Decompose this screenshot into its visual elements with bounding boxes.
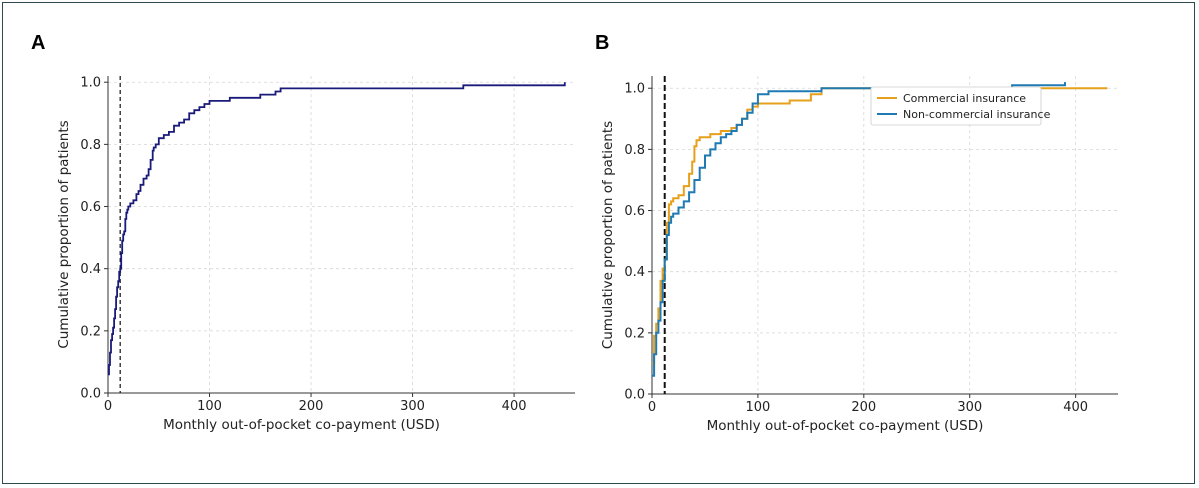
series-line-commercial-insurance xyxy=(652,87,1108,365)
y-tick-label: 0.4 xyxy=(624,265,645,280)
panel-b: B 0 100 200 300 400 0.0 0.2 0.4 0.6 0.8 1.0 Monthly … xyxy=(595,32,1118,434)
x-tick-label: 100 xyxy=(197,399,222,414)
x-tick-label: 300 xyxy=(957,400,982,415)
panel-letter: A xyxy=(31,32,45,54)
series-line-non-commercial-insurance xyxy=(652,82,1066,377)
series-line-all-patients xyxy=(108,82,566,376)
x-tick-label: 100 xyxy=(745,400,770,415)
legend-label: Commercial insurance xyxy=(903,92,1026,105)
panel-a: A 0 100 200 300 400 0.0 0.2 0.4 0.6 0.8 1.0 Monthly … xyxy=(31,32,575,433)
y-tick-label: 0.6 xyxy=(80,200,101,215)
x-tick-label: 200 xyxy=(299,399,324,414)
legend-box xyxy=(870,86,1042,126)
x-tick-label: 200 xyxy=(851,400,876,415)
x-tick-label: 0 xyxy=(104,399,112,414)
x-tick-label: 400 xyxy=(502,399,527,414)
y-axis-label: Cumulative proportion of patients xyxy=(56,120,72,348)
y-tick-label: 1.0 xyxy=(624,82,645,97)
x-axis-label: Monthly out-of-pocket co-payment (USD) xyxy=(163,417,440,433)
y-tick-label: 0.0 xyxy=(80,387,101,402)
y-tick-label: 0.4 xyxy=(80,262,101,277)
y-axis-label: Cumulative proportion of patients xyxy=(600,121,616,349)
x-tick-label: 0 xyxy=(648,400,656,415)
y-tick-label: 0.6 xyxy=(624,204,645,219)
y-tick-label: 0.2 xyxy=(80,324,101,339)
y-tick-label: 0.8 xyxy=(80,138,101,153)
panel-letter: B xyxy=(595,32,609,54)
x-tick-label: 400 xyxy=(1063,400,1088,415)
y-tick-label: 0.8 xyxy=(624,143,645,158)
y-tick-label: 0.2 xyxy=(624,326,645,341)
x-axis-label: Monthly out-of-pocket co-payment (USD) xyxy=(707,418,984,434)
x-tick-label: 300 xyxy=(400,399,425,414)
y-tick-label: 1.0 xyxy=(80,76,101,91)
figure-canvas: A 0 100 200 300 400 0.0 0.2 0.4 0.6 0.8 1.0 Monthly … xyxy=(31,32,1118,434)
legend-label: Non-commercial insurance xyxy=(903,108,1051,121)
y-tick-label: 0.0 xyxy=(624,388,645,403)
